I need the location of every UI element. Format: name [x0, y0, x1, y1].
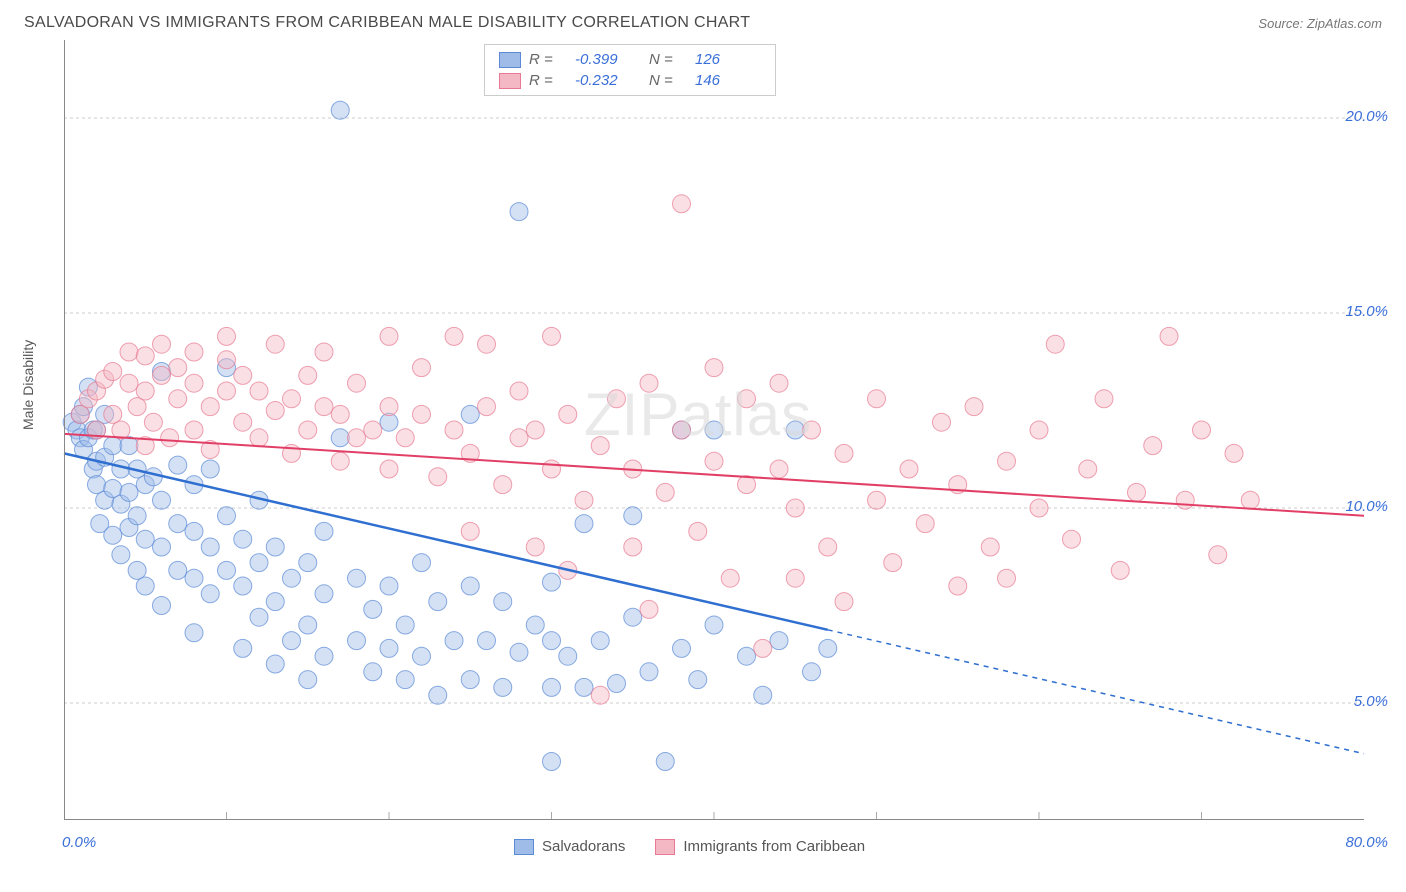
chart-container: Male Disability ZIPatlas R =-0.399N =126…: [24, 40, 1382, 870]
legend-correlation-row: R = -0.399 N = 126: [485, 49, 775, 70]
legend-n-label: N =: [649, 51, 687, 68]
x-tick-label: 0.0%: [62, 834, 96, 851]
legend-n-label: N =: [649, 72, 687, 89]
x-tick-label: 80.0%: [1345, 834, 1388, 851]
chart-header: SALVADORAN VS IMMIGRANTS FROM CARIBBEAN …: [0, 0, 1406, 40]
legend-swatch: [499, 52, 521, 68]
chart-title: SALVADORAN VS IMMIGRANTS FROM CARIBBEAN …: [24, 14, 750, 32]
y-axis-label: Male Disability: [20, 340, 36, 430]
legend-n-value: 146: [695, 72, 761, 89]
legend-r-value: -0.399: [575, 51, 641, 68]
series-legend: Salvadorans Immigrants from Caribbean: [514, 838, 865, 855]
y-tick-label: 15.0%: [1345, 303, 1388, 320]
y-tick-label: 20.0%: [1345, 108, 1388, 125]
legend-series-label: Immigrants from Caribbean: [683, 838, 865, 855]
y-tick-label: 5.0%: [1354, 693, 1388, 710]
legend-swatch: [514, 839, 534, 855]
legend-series-item: Immigrants from Caribbean: [655, 838, 865, 855]
legend-r-label: R =: [529, 51, 567, 68]
legend-swatch: [655, 839, 675, 855]
legend-r-value: -0.232: [575, 72, 641, 89]
y-tick-label: 10.0%: [1345, 498, 1388, 515]
legend-n-value: 126: [695, 51, 761, 68]
legend-series-label: Salvadorans: [542, 838, 625, 855]
legend-series-item: Salvadorans: [514, 838, 625, 855]
chart-source: Source: ZipAtlas.com: [1258, 16, 1382, 31]
legend-swatch: [499, 73, 521, 89]
scatter-plot: [24, 40, 1384, 870]
legend-r-label: R =: [529, 72, 567, 89]
legend-correlation-row: R = -0.232 N = 146: [485, 70, 775, 91]
correlation-legend: R = -0.399 N = 126 R = -0.232 N = 146: [484, 44, 776, 96]
